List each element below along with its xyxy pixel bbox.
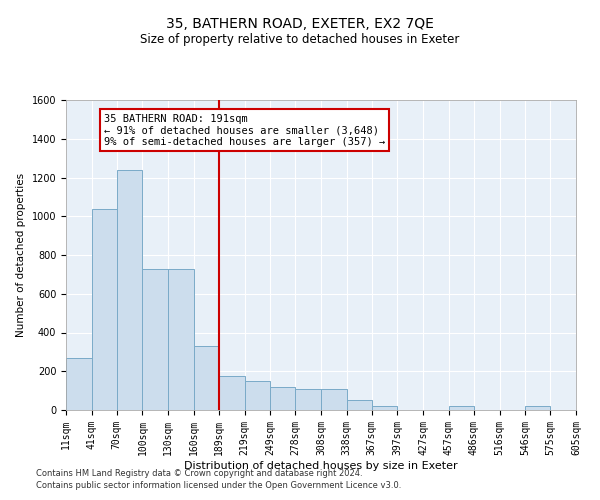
Bar [245, 381, 271, 410]
Bar [194, 346, 219, 410]
Bar [271, 387, 295, 410]
Text: Contains HM Land Registry data © Crown copyright and database right 2024.: Contains HM Land Registry data © Crown c… [36, 468, 362, 477]
Bar [526, 406, 550, 410]
Y-axis label: Number of detached properties: Number of detached properties [16, 173, 26, 337]
Text: Contains public sector information licensed under the Open Government Licence v3: Contains public sector information licen… [36, 481, 401, 490]
Bar [142, 268, 168, 410]
Text: 35, BATHERN ROAD, EXETER, EX2 7QE: 35, BATHERN ROAD, EXETER, EX2 7QE [166, 18, 434, 32]
Bar [66, 358, 92, 410]
Bar [347, 400, 371, 410]
Bar [219, 376, 245, 410]
Bar [168, 268, 194, 410]
Bar [116, 170, 142, 410]
Bar [449, 406, 474, 410]
Text: Size of property relative to detached houses in Exeter: Size of property relative to detached ho… [140, 32, 460, 46]
Bar [295, 388, 321, 410]
Bar [92, 208, 116, 410]
Bar [371, 406, 397, 410]
X-axis label: Distribution of detached houses by size in Exeter: Distribution of detached houses by size … [184, 460, 458, 470]
Bar [321, 388, 347, 410]
Text: 35 BATHERN ROAD: 191sqm
← 91% of detached houses are smaller (3,648)
9% of semi-: 35 BATHERN ROAD: 191sqm ← 91% of detache… [104, 114, 385, 147]
